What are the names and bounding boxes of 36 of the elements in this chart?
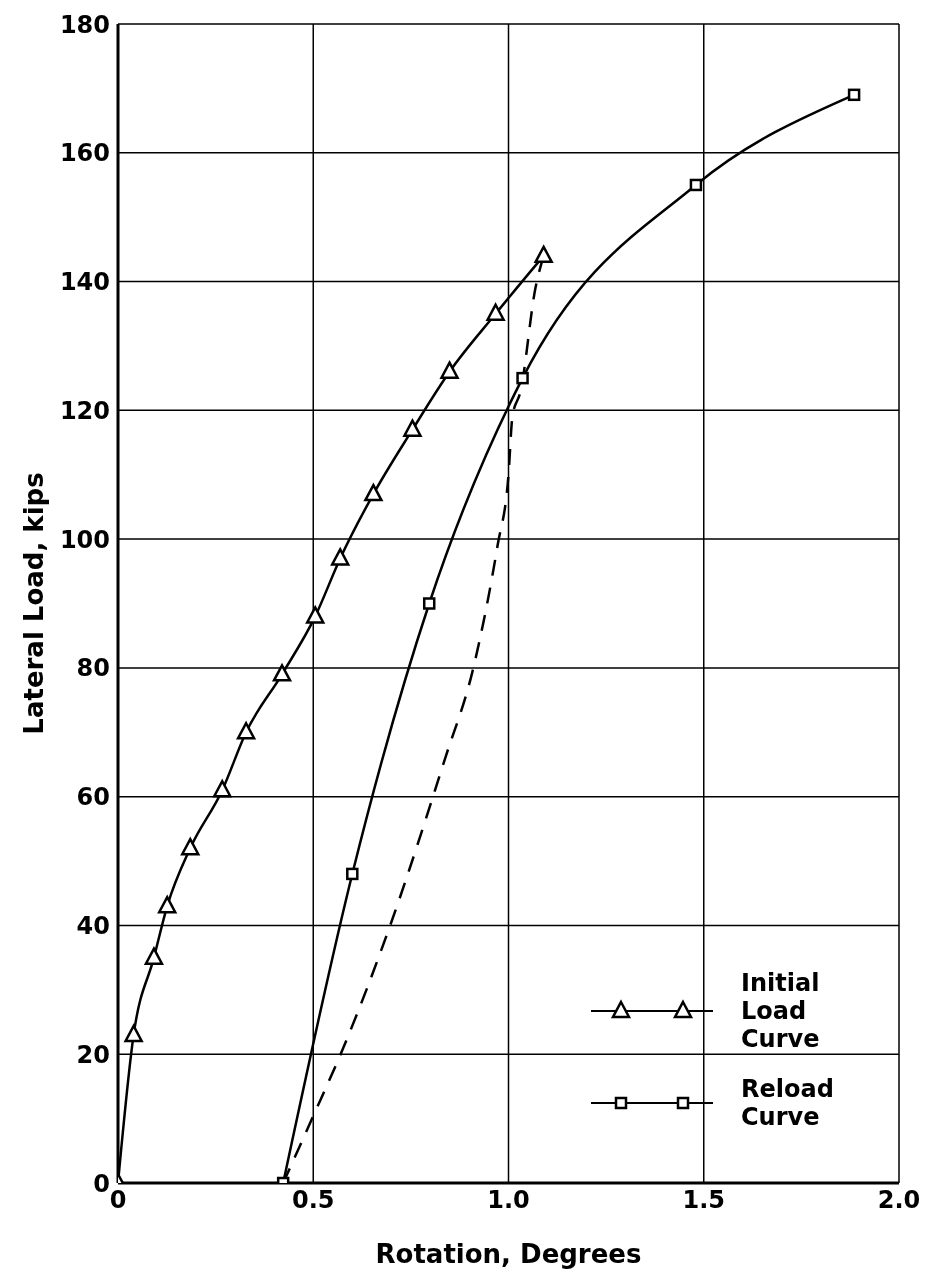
point xyxy=(847,88,861,102)
y-tick-label: 60 xyxy=(76,783,110,812)
x-tick-label: 0.5 xyxy=(291,1186,335,1215)
point xyxy=(272,664,292,682)
y-tick-label: 180 xyxy=(59,10,110,39)
point xyxy=(305,606,325,624)
y-tick-label: 160 xyxy=(59,139,110,168)
y-axis-title: Lateral Load, kips xyxy=(19,472,50,735)
point xyxy=(689,178,703,192)
point xyxy=(157,895,177,914)
legend-label: Initial Load Curve xyxy=(741,969,821,1053)
y-tick-label: 20 xyxy=(76,1040,110,1069)
point xyxy=(403,419,422,437)
y-tick-label: 140 xyxy=(59,268,110,297)
x-tick-label: 1.5 xyxy=(682,1186,726,1215)
point xyxy=(440,361,459,379)
y-tick-label: 120 xyxy=(59,396,110,425)
point xyxy=(422,597,436,610)
y-tick-label: 100 xyxy=(59,525,110,554)
point xyxy=(330,548,350,566)
legend-label: Reload Curve xyxy=(741,1075,835,1131)
point xyxy=(144,947,164,965)
point xyxy=(236,722,256,740)
point xyxy=(346,867,359,881)
x-tick-label: 2.0 xyxy=(877,1186,921,1215)
y-tick-label: 40 xyxy=(76,911,110,940)
x-axis-title: Rotation, Degrees xyxy=(375,1239,642,1269)
point xyxy=(124,1024,143,1043)
point xyxy=(534,245,553,264)
x-tick-label: 1.0 xyxy=(487,1186,530,1215)
point xyxy=(213,779,232,798)
point xyxy=(364,483,383,502)
point xyxy=(486,303,505,321)
point xyxy=(516,371,529,385)
point xyxy=(180,837,200,856)
y-tick-label: 80 xyxy=(76,654,110,683)
